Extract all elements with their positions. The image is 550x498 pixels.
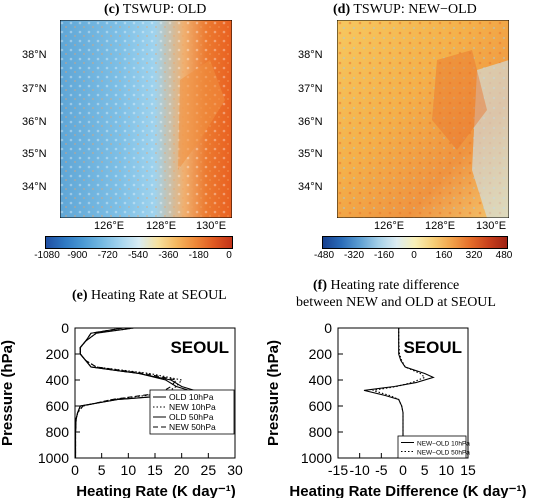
legend-label: NEW−OLD 10hPa: [417, 441, 470, 448]
map-c: [60, 20, 232, 218]
colorbar-d: [322, 236, 508, 249]
colorbar-c-label: -720: [97, 250, 118, 261]
map-d-lat-35: 35°N: [298, 148, 323, 160]
x-tick-label: 25: [201, 462, 217, 478]
map-d-lon-130: 130°E: [476, 220, 507, 232]
x-tick-label: -15: [328, 462, 348, 478]
y-tick-label: 0: [324, 320, 332, 336]
x-tick-label: 0: [399, 462, 407, 478]
y-tick-label: 800: [46, 424, 70, 440]
panel-c-letter: (c): [104, 2, 120, 17]
map-c-lon-130: 130°E: [196, 220, 227, 232]
panel-d-letter: (d): [333, 2, 351, 17]
y-tick-label: 400: [309, 372, 333, 388]
y-tick-label: 200: [309, 346, 333, 362]
legend-label: NEW−OLD 50hPa: [417, 450, 470, 457]
map-d-lat-36: 36°N: [298, 116, 323, 128]
colorbar-c-label: -900: [67, 250, 88, 261]
colorbar-c-label: -1080: [34, 250, 60, 261]
panel-f-title-2: between NEW and OLD at SEOUL: [296, 295, 496, 310]
colorbar-d-label: 480: [495, 250, 513, 261]
y-tick-label: 1000: [38, 450, 69, 466]
y-tick-label: 400: [46, 372, 70, 388]
map-d-lon-128: 128°E: [425, 220, 456, 232]
map-c-lat-38: 38°N: [22, 49, 47, 61]
panel-f-title-1: (f) Heating rate difference: [313, 278, 459, 294]
panel-d-title: (d) TSWUP: NEW−OLD: [333, 2, 477, 18]
map-c-lat-36: 36°N: [22, 116, 47, 128]
series-line-2: [372, 328, 426, 458]
colorbar-c: [45, 236, 233, 249]
y-axis-label: Pressure (hPa): [265, 340, 282, 446]
map-c-lon-126: 126°E: [94, 220, 125, 232]
seoul-annotation: SEOUL: [403, 338, 462, 357]
map-c-lat-35: 35°N: [22, 148, 47, 160]
map-d: [337, 20, 509, 218]
y-tick-label: 0: [61, 320, 69, 336]
colorbar-d-label: -160: [373, 250, 395, 261]
colorbar-c-label: 0: [226, 250, 232, 261]
seoul-annotation: SEOUL: [170, 338, 229, 357]
y-tick-label: 200: [46, 346, 70, 362]
map-d-lat-34: 34°N: [298, 181, 323, 193]
colorbar-d-label: 160: [435, 250, 453, 261]
x-tick-label: 10: [121, 462, 137, 478]
x-tick-label: 30: [227, 462, 243, 478]
panel-f-letter: (f): [313, 278, 327, 293]
x-tick-label: -5: [375, 462, 388, 478]
y-tick-label: 600: [46, 398, 70, 414]
colorbar-c-label: -180: [188, 250, 209, 261]
legend-label: OLD 10hPa: [169, 392, 214, 402]
colorbar-d-label: 320: [465, 250, 483, 261]
map-d-lat-38: 38°N: [298, 49, 323, 61]
legend-label: NEW 50hPa: [169, 422, 216, 432]
map-c-lat-37: 37°N: [22, 83, 47, 95]
x-axis-label: Heating Rate Difference (K day⁻¹): [289, 483, 526, 498]
x-tick-label: 20: [174, 462, 190, 478]
colorbar-c-label: -360: [158, 250, 179, 261]
map-d-lon-126: 126°E: [374, 220, 405, 232]
x-tick-label: 5: [421, 462, 429, 478]
panel-e-letter: (e): [72, 288, 88, 303]
x-tick-label: 0: [71, 462, 79, 478]
map-d-lat-37: 37°N: [298, 83, 323, 95]
x-tick-label: -10: [350, 462, 370, 478]
panel-c-title: (c) TSWUP: OLD: [104, 2, 206, 18]
y-tick-label: 800: [309, 424, 333, 440]
y-tick-label: 1000: [301, 450, 332, 466]
panel-f-title-text-1: Heating rate difference: [330, 278, 460, 293]
x-axis-label: Heating Rate (K day⁻¹): [76, 483, 236, 498]
x-tick-label: 5: [98, 462, 106, 478]
legend-box: [397, 435, 467, 459]
legend-label: OLD 50hPa: [169, 412, 214, 422]
panel-e-title: (e) Heating Rate at SEOUL: [72, 288, 227, 304]
panel-d-title-text: TSWUP: NEW−OLD: [353, 2, 477, 17]
map-c-lat-34: 34°N: [22, 181, 47, 193]
y-axis-label: Pressure (hPa): [0, 340, 16, 446]
panel-e-title-text: Heating Rate at SEOUL: [91, 288, 227, 303]
colorbar-d-label: -480: [313, 250, 335, 261]
series-line-4: [74, 327, 178, 458]
panel-c-title-text: TSWUP: OLD: [122, 2, 207, 17]
colorbar-d-label: -320: [343, 250, 365, 261]
x-tick-label: 10: [439, 462, 455, 478]
series-line-1: [363, 328, 435, 458]
colorbar-d-label: 0: [411, 250, 417, 261]
legend-label: NEW 10hPa: [169, 402, 216, 412]
colorbar-c-label: -540: [127, 250, 149, 261]
x-tick-label: 15: [460, 462, 476, 478]
x-tick-label: 15: [147, 462, 163, 478]
map-c-lon-128: 128°E: [146, 220, 177, 232]
y-tick-label: 600: [309, 398, 333, 414]
